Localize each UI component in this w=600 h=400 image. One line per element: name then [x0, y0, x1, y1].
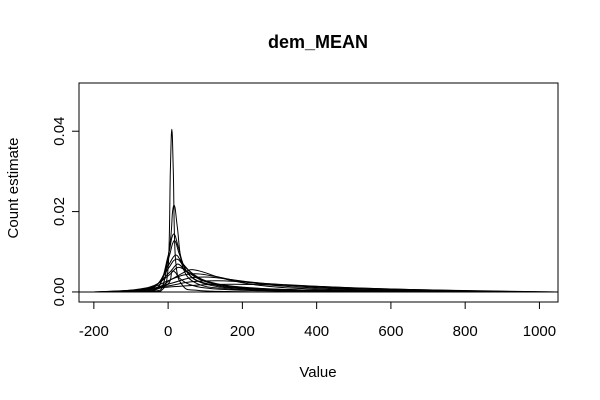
x-tick-label: 0: [164, 323, 172, 340]
density-curve-3: [130, 233, 429, 293]
density-curve-11: [101, 276, 503, 293]
chart-title: dem_MEAN: [268, 32, 368, 52]
x-tick-label: 400: [304, 323, 329, 340]
y-axis: 0.00 0.02 0.04: [51, 117, 80, 307]
density-curves: [79, 128, 559, 293]
x-tick-label: 800: [453, 323, 478, 340]
x-tick-label: 600: [378, 323, 403, 340]
y-tick-label: 0.00: [51, 277, 68, 306]
x-tick-label: 200: [230, 323, 255, 340]
density-curve-13: [93, 283, 559, 293]
plot-frame: [78, 82, 559, 303]
x-axis: -200 0 200 400 600 800 1000: [79, 301, 556, 340]
x-tick-label: 1000: [523, 323, 556, 340]
density-curve-14: [149, 270, 354, 293]
x-axis-label: Value: [299, 364, 336, 381]
y-axis-label: Count estimate: [5, 138, 22, 239]
y-tick-label: 0.04: [51, 117, 68, 146]
y-tick-label: 0.02: [51, 197, 68, 226]
density-curve-8: [112, 266, 466, 293]
x-tick-label: -200: [79, 323, 109, 340]
